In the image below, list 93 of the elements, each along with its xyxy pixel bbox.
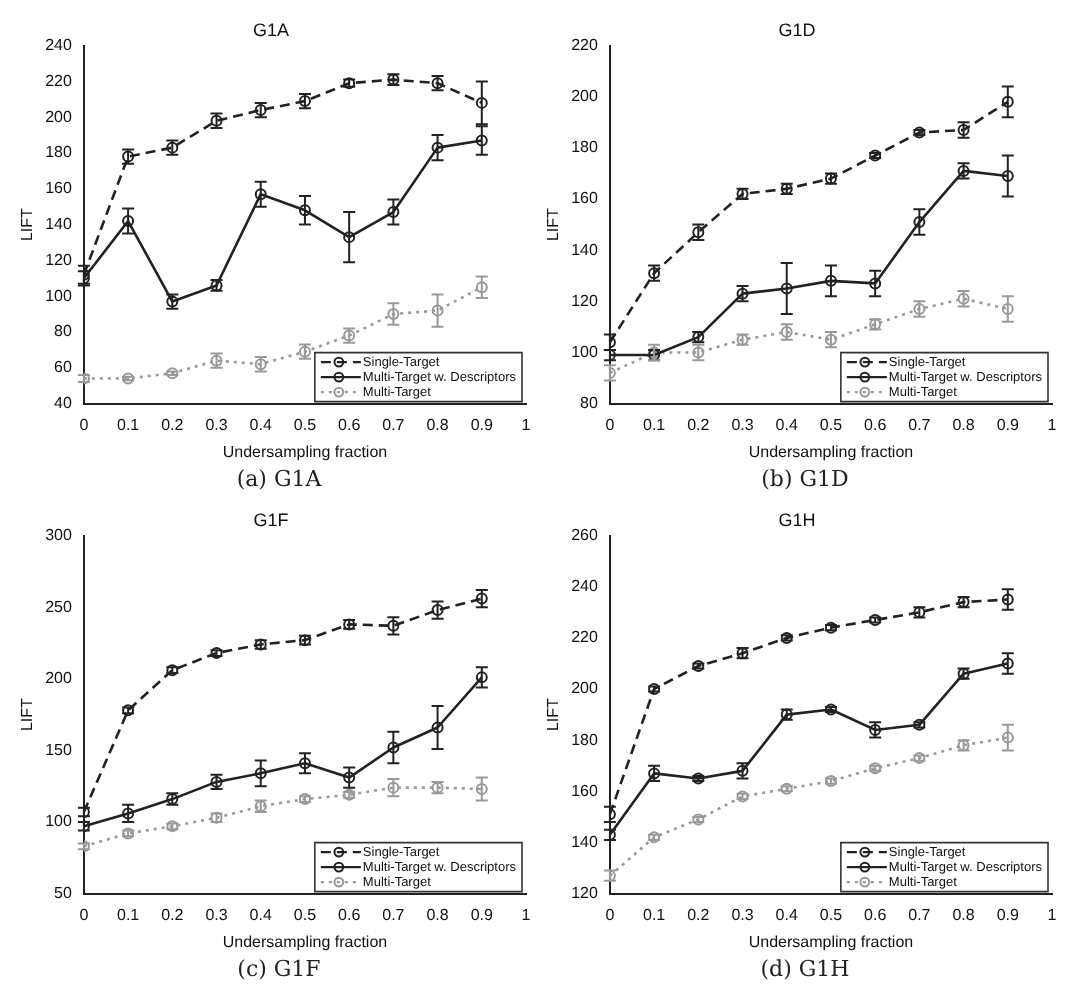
y-tick-label: 200 (571, 679, 599, 698)
x-tick-label: 0.5 (293, 415, 318, 434)
y-tick-label: 120 (571, 884, 599, 903)
x-tick-label: 0.6 (864, 905, 888, 924)
x-tick-label: 0 (605, 905, 616, 924)
x-tick-label: 0.3 (731, 415, 755, 434)
x-tick-label: 0.8 (426, 415, 450, 434)
y-tick-label: 60 (54, 358, 73, 377)
x-tick-label: 0.8 (426, 905, 450, 924)
y-tick-label: 50 (54, 884, 73, 903)
x-tick-label: 1 (1047, 415, 1058, 434)
y-tick-label: 200 (571, 87, 599, 106)
y-tick-label: 240 (45, 36, 73, 55)
y-tick-label: 220 (45, 71, 73, 90)
x-tick-label: 0.2 (161, 905, 185, 924)
x-tick-label: 0.4 (775, 905, 799, 924)
x-tick-label: 0 (79, 415, 90, 434)
y-tick-label: 160 (571, 781, 599, 800)
x-tick-label: 0.5 (819, 415, 844, 434)
y-tick-label: 120 (45, 250, 73, 269)
x-tick-label: 0.2 (687, 905, 711, 924)
x-tick-label: 0.7 (908, 415, 932, 434)
y-tick-label: 160 (45, 179, 73, 198)
y-tick-label: 300 (45, 526, 73, 545)
y-tick-label: 80 (580, 394, 599, 413)
y-tick-label: 100 (45, 812, 73, 831)
y-tick-label: 240 (571, 577, 599, 596)
x-tick-label: 0.6 (864, 415, 888, 434)
y-axis-title: LIFT (544, 207, 563, 242)
x-tick-label: 0.9 (470, 415, 495, 434)
x-tick-label: 1 (521, 905, 532, 924)
x-tick-label: 0.9 (996, 905, 1021, 924)
x-tick-label: 0.6 (338, 905, 362, 924)
y-tick-label: 200 (45, 107, 73, 126)
chart-title: G1F (253, 509, 290, 530)
y-tick-label: 140 (45, 215, 73, 234)
y-tick-label: 80 (54, 322, 73, 341)
y-tick-label: 40 (54, 394, 73, 413)
x-tick-label: 0.5 (293, 905, 318, 924)
x-tick-label: 0.5 (819, 905, 844, 924)
x-tick-label: 0.8 (952, 415, 976, 434)
x-tick-label: 0 (79, 905, 90, 924)
x-tick-label: 0.4 (249, 415, 273, 434)
y-tick-label: 140 (571, 832, 599, 851)
x-tick-label: 0.2 (161, 415, 185, 434)
chart-title: G1D (778, 19, 817, 40)
x-tick-label: 0.1 (642, 905, 667, 924)
text: (d) G1H (760, 956, 850, 986)
y-tick-label: 250 (45, 597, 73, 616)
y-tick-label: 220 (571, 628, 599, 647)
x-tick-label: 0.6 (338, 415, 362, 434)
y-tick-label: 100 (45, 286, 73, 305)
y-tick-label: 260 (571, 526, 599, 545)
text: (c) G1F (237, 956, 321, 986)
x-tick-label: 0.4 (775, 415, 799, 434)
x-tick-label: 1 (1047, 905, 1058, 924)
x-tick-label: 0.1 (116, 905, 141, 924)
y-axis-title: LIFT (544, 697, 563, 732)
x-axis-title: Undersampling fraction (222, 932, 388, 951)
y-tick-label: 120 (571, 291, 599, 310)
y-tick-label: 180 (571, 138, 599, 157)
x-tick-label: 0.3 (205, 905, 229, 924)
x-tick-label: 0.2 (687, 415, 711, 434)
x-tick-label: 0.1 (642, 415, 667, 434)
text: (a) G1A (236, 466, 322, 496)
x-tick-label: 0.1 (116, 415, 141, 434)
x-tick-label: 0.7 (908, 905, 932, 924)
y-tick-label: 200 (45, 669, 73, 688)
x-tick-label: 0.7 (382, 905, 406, 924)
y-tick-label: 150 (45, 740, 73, 759)
x-axis-title: Undersampling fraction (222, 442, 388, 461)
x-tick-label: 0.4 (249, 905, 273, 924)
y-axis-title: LIFT (18, 207, 37, 242)
x-tick-label: 0.7 (382, 415, 406, 434)
x-axis-title: Undersampling fraction (748, 442, 914, 461)
y-tick-label: 140 (571, 240, 599, 259)
y-axis-title: LIFT (18, 697, 37, 732)
x-tick-label: 0.8 (952, 905, 976, 924)
x-tick-label: 0.3 (205, 415, 229, 434)
x-tick-label: 0.9 (996, 415, 1021, 434)
y-tick-label: 220 (571, 36, 599, 55)
x-tick-label: 0.9 (470, 905, 495, 924)
y-tick-label: 180 (45, 143, 73, 162)
chart-title: G1H (778, 509, 816, 530)
y-tick-label: 160 (571, 189, 599, 208)
text: (b) G1D (761, 466, 849, 496)
x-tick-label: 1 (521, 415, 532, 434)
x-tick-label: 0 (605, 415, 616, 434)
x-axis-title: Undersampling fraction (748, 932, 914, 951)
chart-title: G1A (252, 19, 290, 40)
y-tick-label: 180 (571, 730, 599, 749)
x-tick-label: 0.3 (731, 905, 755, 924)
y-tick-label: 100 (571, 342, 599, 361)
